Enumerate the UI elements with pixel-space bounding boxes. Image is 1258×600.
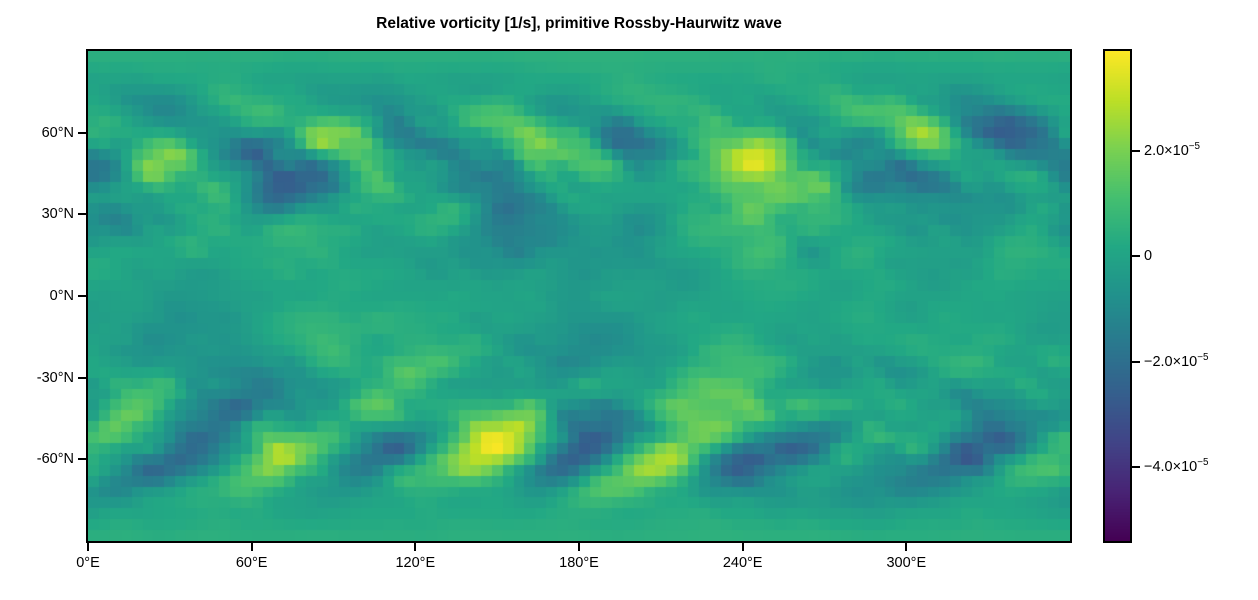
y-tick-label: 60°N xyxy=(41,124,74,141)
colorbar-tick-label: −2.0×10−5 xyxy=(1144,351,1209,370)
heatmap-plot-area xyxy=(86,49,1072,543)
y-tick-mark xyxy=(78,131,86,134)
x-tick-mark xyxy=(578,543,580,551)
x-tick-mark xyxy=(905,543,908,551)
y-tick-mark xyxy=(78,376,86,379)
y-tick-label: 0°N xyxy=(49,287,74,304)
y-tick-label: -60°N xyxy=(36,451,74,468)
y-tick-mark xyxy=(78,458,86,461)
colorbar-tick-mark xyxy=(1132,255,1140,258)
colorbar-tick-label: −4.0×10−5 xyxy=(1144,457,1209,475)
chart-title: Relative vorticity [1/s], primitive Ross… xyxy=(376,15,782,32)
x-tick-label: 0°E xyxy=(76,555,100,571)
colorbar-tick-mark xyxy=(1132,150,1140,153)
y-tick-mark xyxy=(78,213,86,216)
x-tick-label: 180°E xyxy=(559,555,599,571)
x-tick-label: 120°E xyxy=(395,555,436,571)
colorbar-gradient-canvas xyxy=(1105,51,1130,541)
colorbar-tick-label: 0 xyxy=(1144,248,1153,265)
colorbar-tick-label: 2.0×10−5 xyxy=(1144,141,1200,159)
y-tick-label: 30°N xyxy=(41,206,74,223)
x-tick-mark xyxy=(250,543,253,551)
colorbar xyxy=(1103,49,1132,543)
x-tick-label: 300°E xyxy=(886,555,927,571)
x-tick-mark xyxy=(414,543,417,551)
x-tick-mark xyxy=(87,543,89,551)
colorbar-tick-mark xyxy=(1132,360,1140,363)
y-tick-label: -30°N xyxy=(36,369,74,386)
x-tick-mark xyxy=(741,543,744,551)
vorticity-heatmap-canvas xyxy=(88,51,1070,541)
y-tick-mark xyxy=(78,295,86,297)
x-tick-label: 240°E xyxy=(722,555,763,571)
x-tick-label: 60°E xyxy=(235,555,268,571)
colorbar-tick-mark xyxy=(1132,466,1140,469)
